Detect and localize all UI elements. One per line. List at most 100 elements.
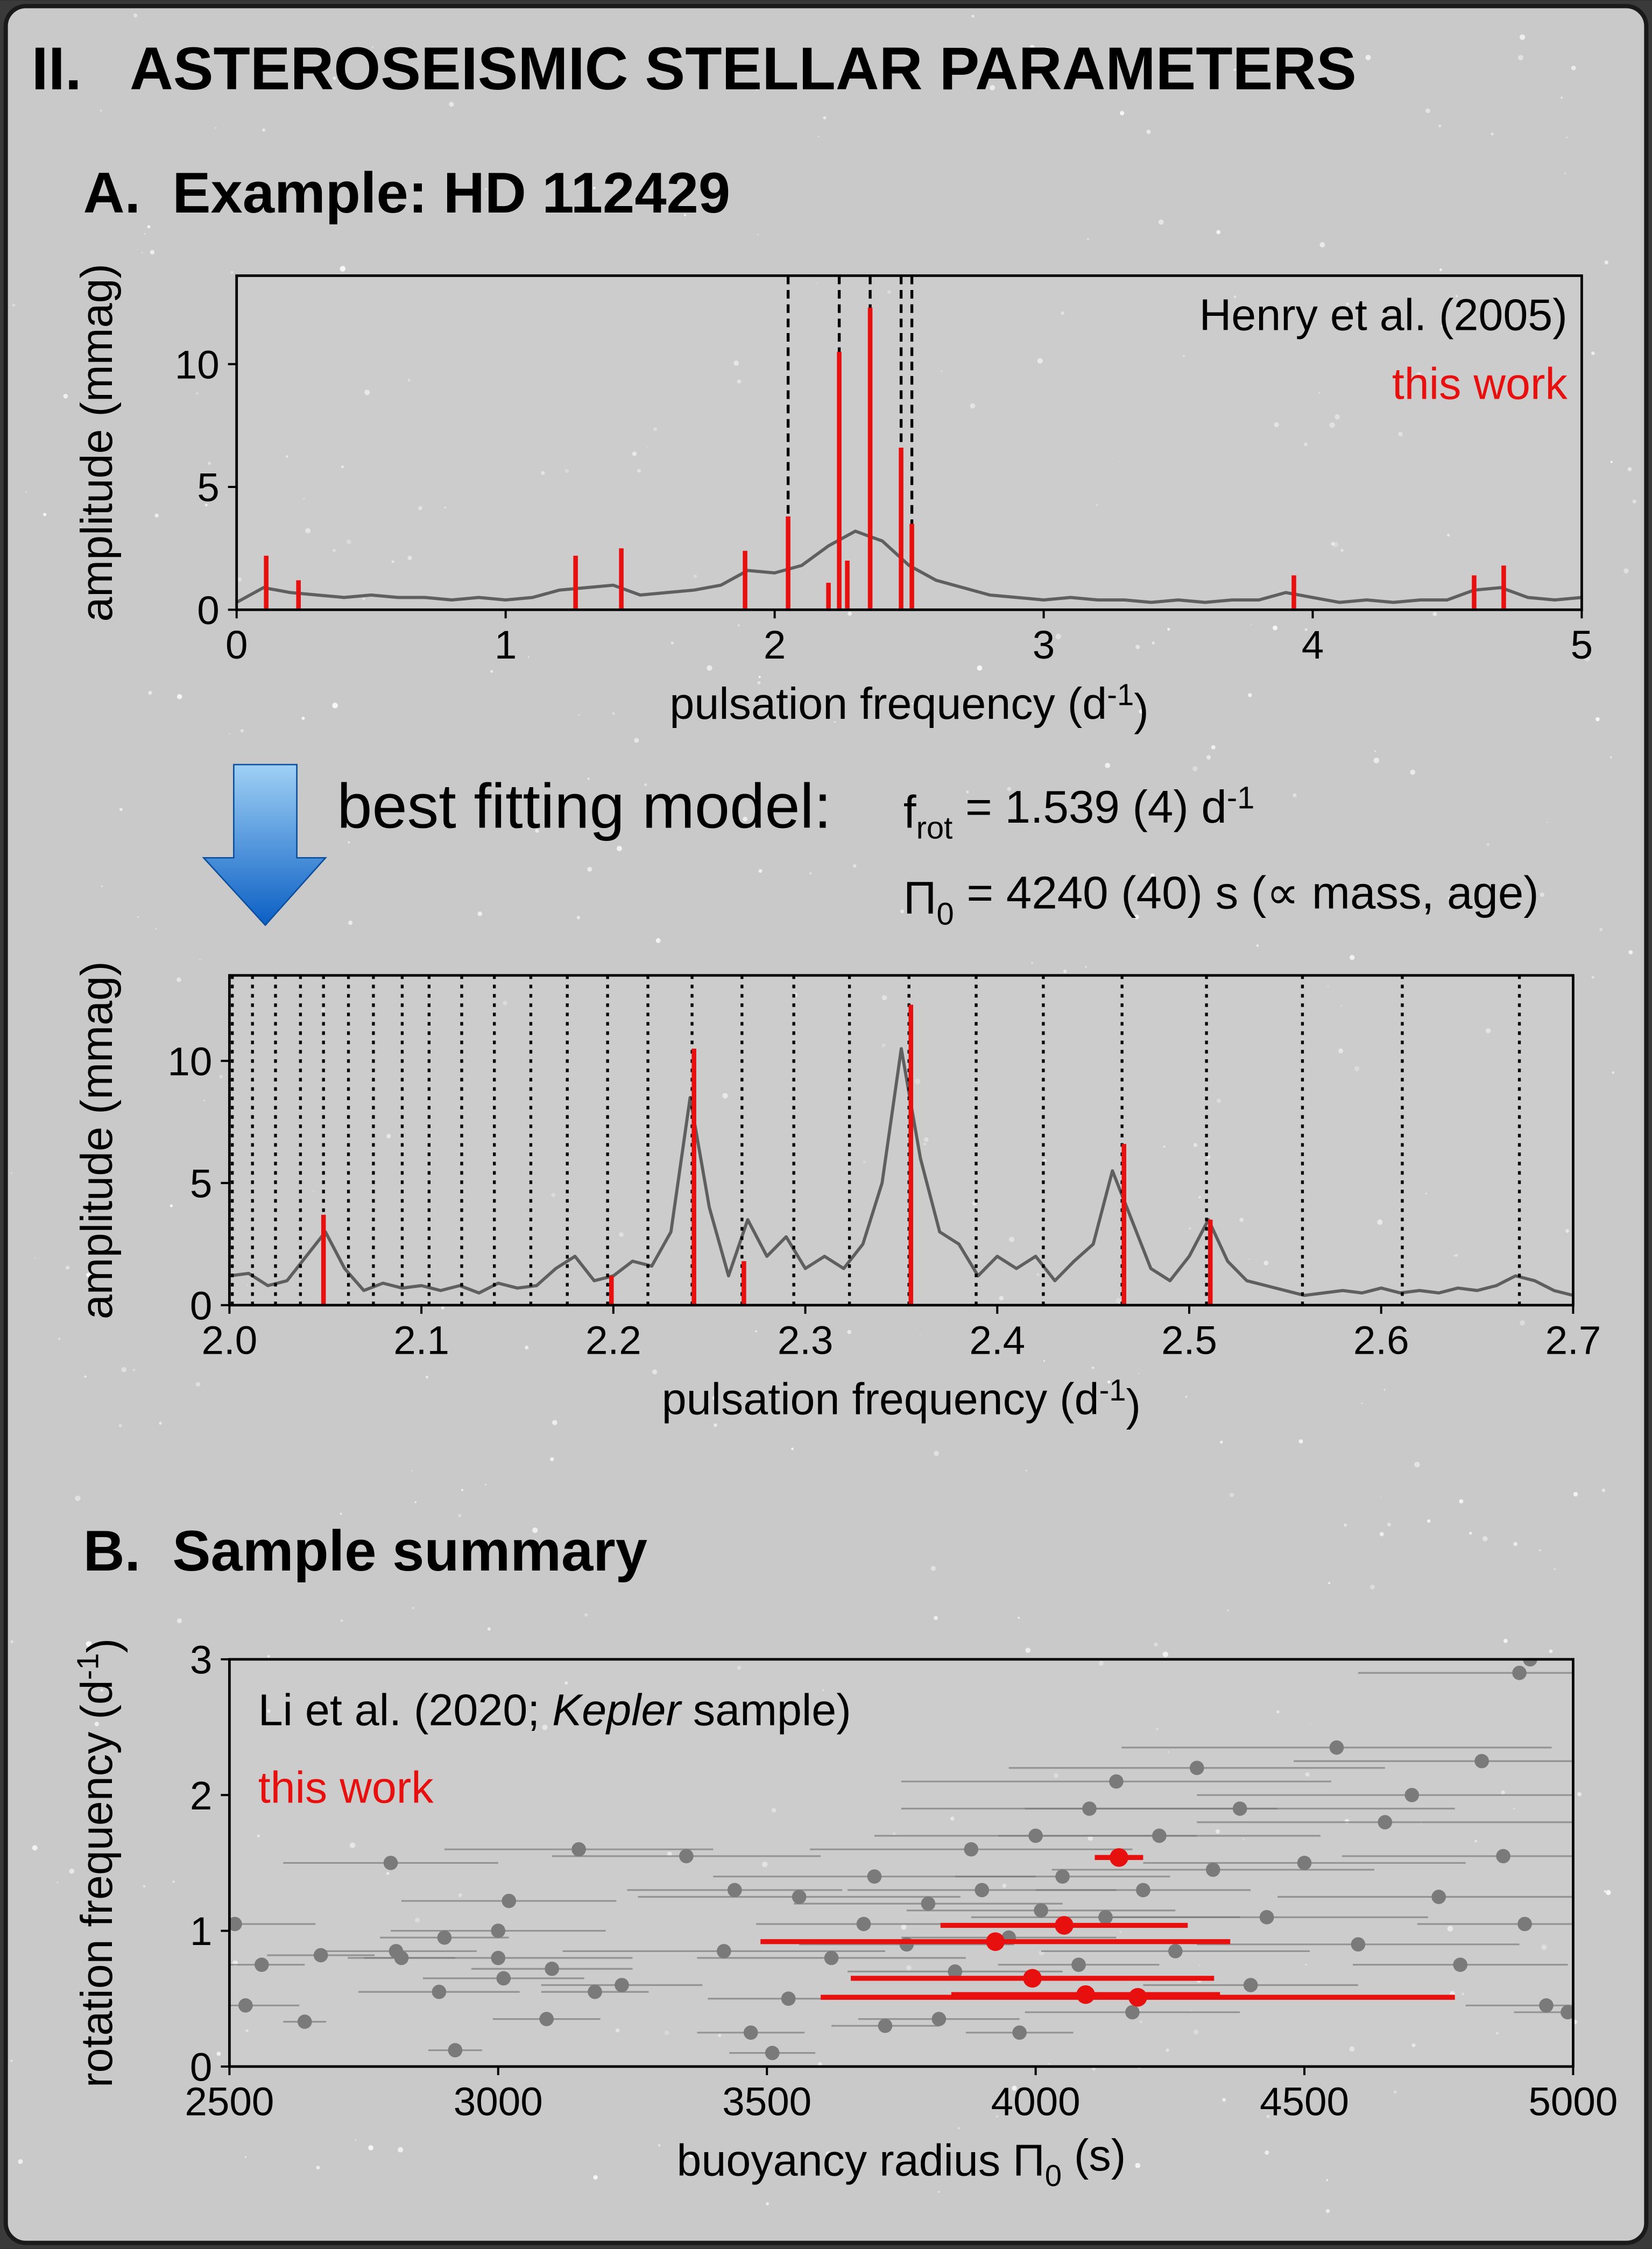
star	[541, 471, 545, 475]
star	[95, 995, 99, 1000]
star	[670, 641, 674, 645]
star	[288, 184, 291, 187]
star	[407, 378, 411, 382]
star	[1325, 2209, 1330, 2213]
star	[655, 938, 661, 943]
star	[1025, 1469, 1027, 1472]
point	[502, 1893, 517, 1908]
point	[1378, 1815, 1393, 1830]
star	[863, 1161, 866, 1163]
star	[1485, 1028, 1491, 1034]
star	[1009, 1236, 1015, 1242]
star	[414, 1501, 417, 1503]
star	[503, 1001, 507, 1006]
x-axis-label: pulsation frequency (d-1)	[662, 1373, 1141, 1430]
point	[1128, 1988, 1147, 2007]
star	[1474, 1840, 1477, 1843]
star	[177, 694, 182, 699]
point	[1098, 1910, 1113, 1925]
star	[240, 729, 244, 733]
star	[1002, 1883, 1007, 1888]
star	[386, 1872, 390, 1875]
subsection-title: B. Sample summary	[83, 1519, 647, 1583]
point	[394, 1950, 409, 1965]
star	[333, 548, 336, 552]
star	[1540, 892, 1544, 897]
star	[1604, 1890, 1606, 1893]
y-tick-label: 0	[190, 2045, 213, 2090]
star	[332, 702, 338, 709]
model-frot-part: f	[903, 787, 916, 838]
star	[196, 392, 199, 395]
star	[771, 1808, 776, 1813]
model-pi0-part: Π	[903, 873, 937, 924]
star	[1222, 2098, 1226, 2102]
star	[1229, 1493, 1234, 1497]
legend-entry-part: Kepler	[552, 1685, 682, 1735]
star	[143, 1885, 146, 1888]
point	[491, 1950, 506, 1965]
star	[576, 916, 581, 920]
point	[1189, 1760, 1204, 1776]
x-tick-label: 2500	[185, 2078, 274, 2124]
star	[391, 560, 394, 563]
star	[1399, 1208, 1401, 1210]
star	[722, 1093, 728, 1099]
model-pi0: Π0 = 4240 (40) s (∝ mass, age)	[903, 868, 1539, 932]
star	[634, 738, 639, 743]
star	[1549, 1649, 1553, 1653]
star	[1098, 1660, 1104, 1666]
star	[1134, 914, 1139, 920]
star	[1305, 1772, 1310, 1777]
point	[921, 1896, 936, 1911]
star	[1293, 793, 1297, 797]
star	[1220, 1440, 1223, 1444]
star	[458, 1514, 462, 1517]
star	[118, 1424, 122, 1427]
star	[1331, 542, 1335, 546]
point	[1232, 1801, 1247, 1816]
star	[847, 1329, 852, 1334]
star	[737, 379, 742, 384]
star	[1447, 1926, 1453, 1932]
star	[340, 266, 346, 272]
star	[1398, 432, 1403, 436]
star	[823, 116, 827, 120]
star	[1318, 392, 1320, 394]
point	[1351, 1937, 1366, 1952]
star	[527, 656, 530, 658]
point	[1297, 1856, 1312, 1870]
legend-entry: Li et al. (2020; Kepler sample)	[258, 1685, 851, 1735]
star	[58, 1338, 61, 1340]
star	[1256, 944, 1259, 947]
star	[584, 1613, 588, 1617]
star	[1251, 624, 1252, 626]
star	[1242, 1838, 1245, 1841]
star	[1383, 1389, 1386, 1391]
point	[1110, 1848, 1128, 1867]
star	[1206, 1155, 1211, 1159]
star	[970, 403, 976, 409]
star	[1326, 2179, 1329, 2181]
star	[368, 2145, 373, 2151]
plot-frame	[235, 274, 1583, 611]
point	[539, 2012, 554, 2026]
star	[1365, 54, 1371, 60]
star	[1048, 2063, 1050, 2065]
x-tick-label: 2.1	[393, 1317, 449, 1362]
star	[11, 1172, 12, 1174]
y-tick-label: 10	[167, 1038, 212, 1084]
point	[1125, 2005, 1140, 2020]
point	[975, 1883, 990, 1898]
star	[1096, 503, 1098, 506]
star	[1190, 2010, 1192, 2012]
star	[881, 995, 887, 1001]
point	[448, 2043, 463, 2057]
spectrum-line	[236, 529, 1582, 604]
star	[733, 360, 739, 366]
star	[1491, 132, 1494, 136]
star	[1427, 1519, 1431, 1523]
star	[1373, 758, 1380, 763]
star	[738, 624, 740, 626]
x-tick-label: 2.0	[202, 1317, 258, 1362]
